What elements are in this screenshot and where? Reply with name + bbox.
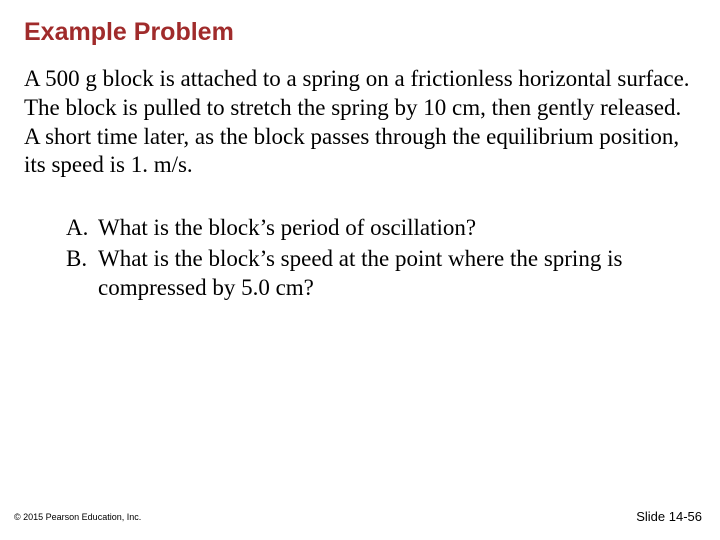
question-text-a: What is the block’s period of oscillatio…: [98, 214, 696, 243]
question-text-b: What is the block’s speed at the point w…: [98, 245, 696, 303]
question-list: A. What is the block’s period of oscilla…: [24, 214, 696, 302]
question-item: B. What is the block’s speed at the poin…: [66, 245, 696, 303]
copyright-text: © 2015 Pearson Education, Inc.: [14, 512, 141, 522]
slide-title: Example Problem: [24, 18, 696, 47]
question-item: A. What is the block’s period of oscilla…: [66, 214, 696, 243]
question-letter-b: B.: [66, 245, 98, 303]
slide-container: Example Problem A 500 g block is attache…: [0, 0, 720, 540]
problem-statement: A 500 g block is attached to a spring on…: [24, 65, 696, 180]
slide-number: Slide 14-56: [636, 509, 702, 524]
question-letter-a: A.: [66, 214, 98, 243]
